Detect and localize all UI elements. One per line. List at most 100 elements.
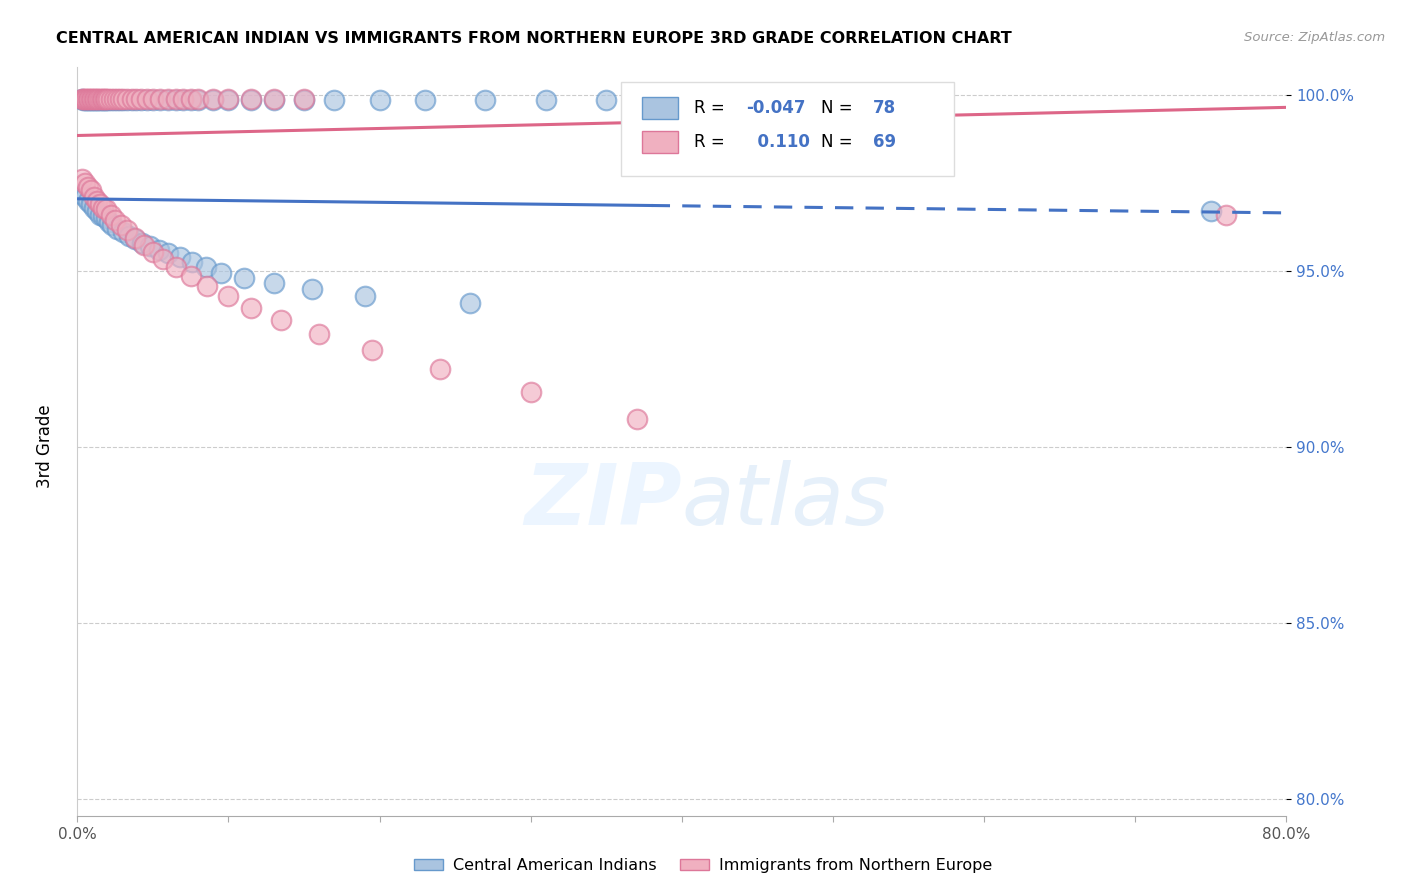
Point: [73, 176, 96, 190]
Point: [671, 93, 693, 107]
Text: R =: R =: [695, 133, 730, 151]
Point: [263, 91, 285, 105]
Point: [121, 91, 143, 105]
Point: [135, 93, 157, 107]
Point: [180, 91, 202, 105]
Point: [87, 91, 110, 105]
Point: [240, 301, 263, 315]
Point: [121, 93, 143, 107]
Point: [157, 91, 180, 105]
Point: [86, 194, 108, 208]
Point: [105, 221, 128, 235]
Text: N =: N =: [821, 133, 858, 151]
Point: [125, 91, 148, 105]
Point: [82, 93, 104, 107]
Point: [91, 201, 114, 215]
Point: [1215, 208, 1237, 222]
Point: [534, 93, 557, 107]
Text: R =: R =: [695, 99, 730, 117]
Text: 0.110: 0.110: [747, 133, 810, 151]
Point: [80, 197, 103, 211]
Point: [187, 91, 209, 105]
Point: [180, 93, 202, 107]
Point: [270, 313, 292, 327]
Point: [169, 250, 191, 264]
Point: [86, 204, 108, 219]
Point: [626, 411, 648, 425]
Point: [240, 93, 263, 107]
Point: [111, 225, 134, 239]
Point: [75, 91, 97, 105]
Point: [77, 179, 100, 194]
Point: [868, 93, 890, 107]
Point: [124, 230, 146, 244]
Point: [308, 327, 330, 342]
Point: [90, 91, 112, 105]
Point: [77, 91, 100, 105]
Point: [595, 93, 617, 107]
Point: [86, 93, 108, 107]
Text: N =: N =: [821, 99, 858, 117]
Point: [73, 93, 96, 107]
Point: [458, 295, 481, 310]
Point: [263, 93, 285, 107]
Point: [111, 93, 134, 107]
Point: [202, 93, 225, 107]
Point: [520, 385, 543, 400]
Point: [105, 91, 128, 105]
Point: [165, 91, 187, 105]
Point: [353, 288, 375, 302]
Point: [87, 93, 110, 107]
Point: [292, 93, 315, 107]
Point: [142, 91, 165, 105]
Point: [108, 93, 131, 107]
Point: [157, 246, 180, 260]
Text: CENTRAL AMERICAN INDIAN VS IMMIGRANTS FROM NORTHERN EUROPE 3RD GRADE CORRELATION: CENTRAL AMERICAN INDIAN VS IMMIGRANTS FR…: [56, 31, 1012, 46]
Point: [96, 91, 118, 105]
Point: [135, 91, 157, 105]
Point: [91, 91, 114, 105]
Point: [139, 239, 162, 253]
Point: [94, 93, 117, 107]
Point: [108, 91, 131, 105]
Point: [110, 218, 132, 232]
Point: [103, 91, 125, 105]
Point: [165, 93, 187, 107]
Point: [148, 243, 170, 257]
Point: [413, 93, 436, 107]
Point: [129, 91, 152, 105]
Point: [84, 93, 107, 107]
Point: [93, 91, 115, 105]
Point: [142, 93, 165, 107]
Point: [209, 266, 232, 280]
Point: [181, 255, 204, 269]
Point: [115, 223, 138, 237]
Point: [292, 91, 315, 105]
FancyBboxPatch shape: [643, 130, 678, 153]
Point: [263, 277, 285, 291]
Point: [124, 232, 146, 246]
Point: [762, 93, 785, 107]
Point: [89, 93, 111, 107]
Point: [89, 91, 111, 105]
Point: [79, 93, 101, 107]
Point: [104, 213, 127, 227]
Point: [100, 91, 122, 105]
Point: [240, 91, 263, 105]
FancyBboxPatch shape: [621, 82, 955, 176]
Point: [96, 93, 118, 107]
Point: [72, 91, 94, 105]
Point: [80, 93, 103, 107]
Point: [90, 93, 112, 107]
Point: [105, 93, 128, 107]
Point: [77, 93, 100, 107]
Point: [70, 91, 93, 105]
Point: [172, 91, 194, 105]
Point: [165, 260, 187, 275]
Point: [125, 93, 148, 107]
Point: [115, 93, 138, 107]
Point: [75, 93, 97, 107]
Point: [429, 362, 451, 376]
Point: [73, 190, 96, 204]
Point: [72, 93, 94, 107]
